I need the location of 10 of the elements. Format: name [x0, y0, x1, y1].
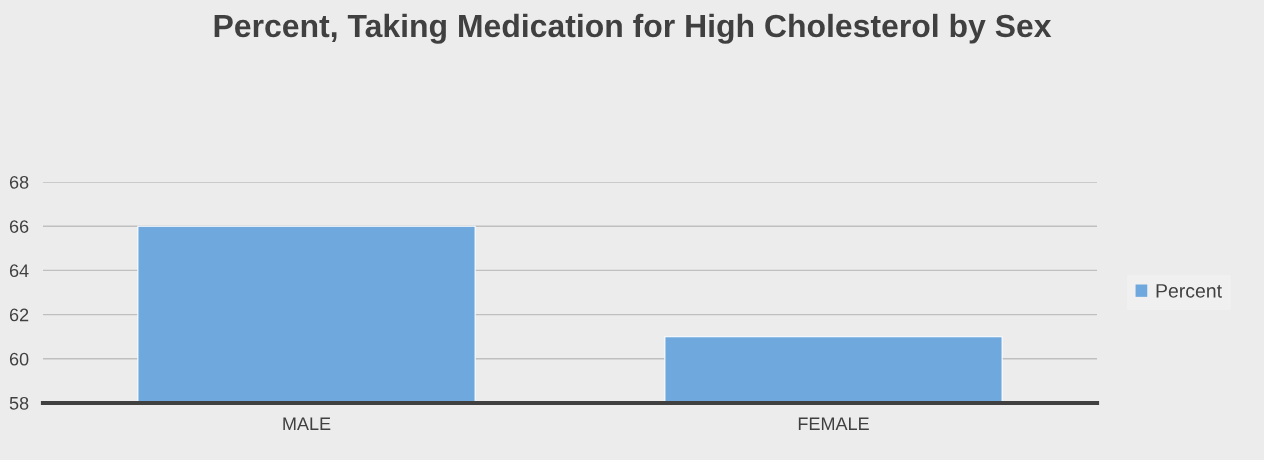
- x-tick-label: MALE: [283, 417, 331, 430]
- y-tick-label: 58: [9, 396, 29, 410]
- y-tick-label: 64: [9, 264, 29, 278]
- y-tick-label: 62: [9, 308, 29, 322]
- y-tick-label: 66: [9, 220, 29, 233]
- x-tick-label: FEMALE: [798, 417, 869, 430]
- legend-label: Percent: [1156, 284, 1222, 298]
- y-tick-label: 68: [9, 175, 29, 189]
- chart-title: Percent, Taking Medication for High Cholesterol by Sex: [214, 13, 1052, 44]
- y-tick-label: 60: [9, 352, 29, 366]
